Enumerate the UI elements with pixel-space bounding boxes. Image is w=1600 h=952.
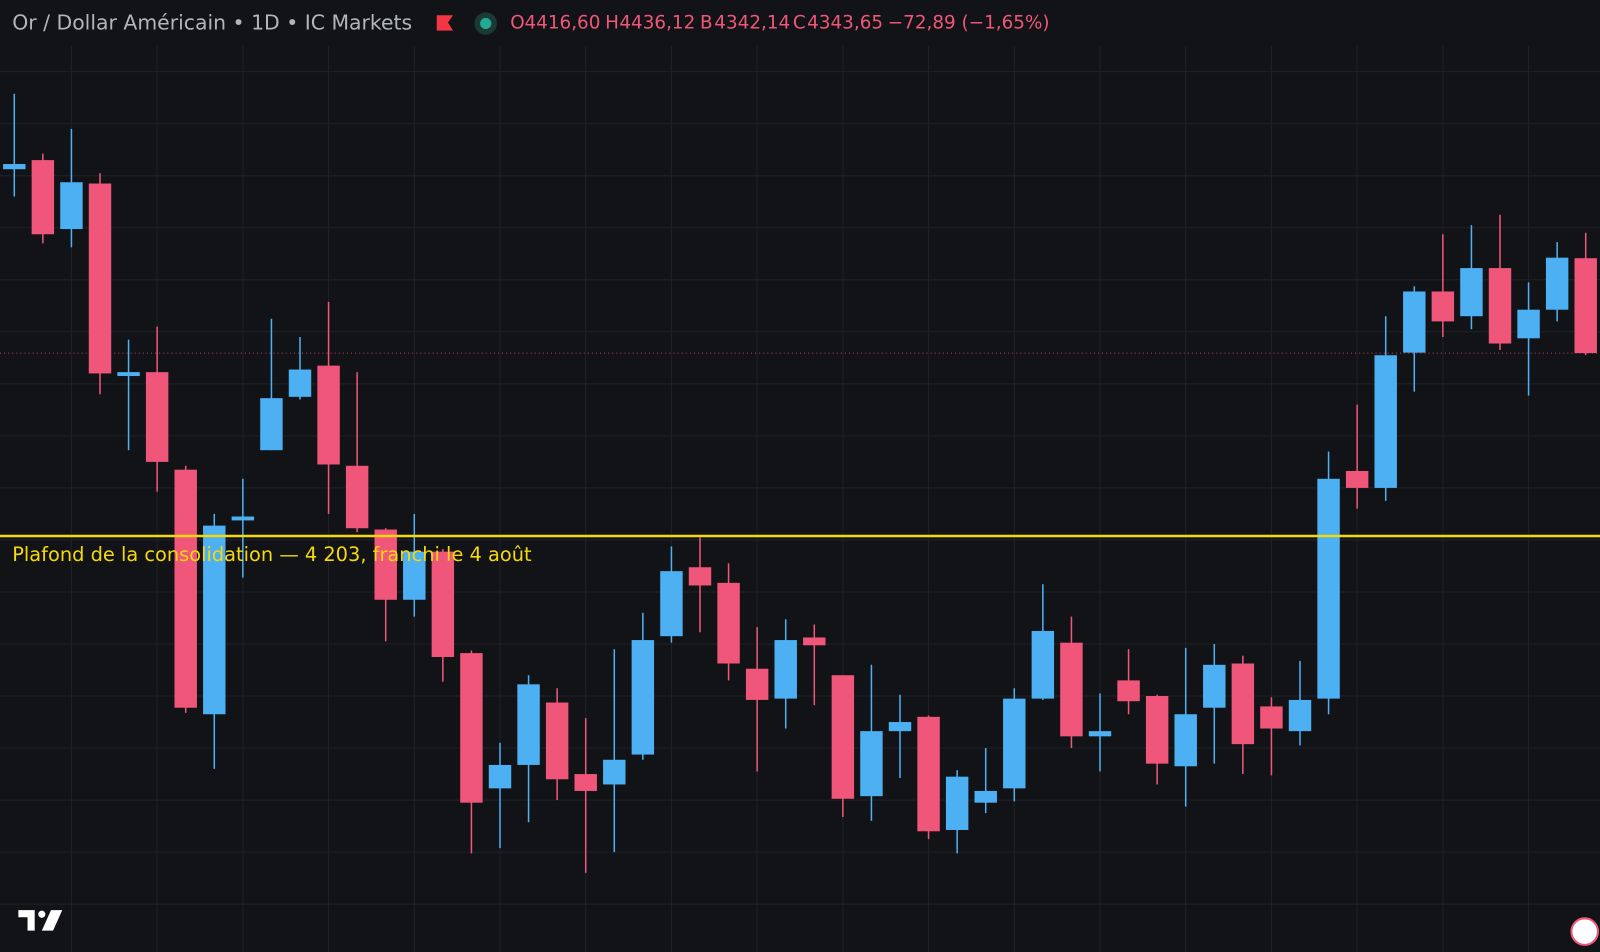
ohlc-label: O [510,12,524,33]
candle-body [1374,355,1397,488]
ohlc-value: 4343,65 [807,12,883,33]
grid [0,45,1600,952]
candle-body [88,183,112,374]
candle-body [631,640,655,755]
candle-body [803,637,826,646]
candle-body [660,571,683,637]
candle-body [1260,706,1283,729]
candle-body [545,702,569,780]
candle-body [345,465,369,529]
candle-body [1060,642,1083,737]
candle-body [260,398,283,451]
flag-icon [436,15,454,31]
candle-body [860,731,883,797]
candles [0,93,1600,873]
status-dot [480,17,492,30]
candle-body [288,369,312,397]
overlay: Or / Dollar Américain • 1D • IC Markets … [0,10,1600,946]
candle-body [1174,714,1197,767]
ohlc-value: 4416,60 [524,12,600,33]
candle-body [1088,731,1112,737]
candle-body [1231,663,1255,745]
candle-body [1403,291,1426,353]
candle-body [231,516,255,521]
candle-body [774,640,797,699]
candle-body [974,790,997,803]
candle-body [1460,268,1483,317]
symbol-title: Or / Dollar Américain • 1D • IC Markets [12,10,412,34]
candle-body [517,684,540,765]
ohlc-value: 4436,12 [619,12,695,33]
candle-body [831,675,855,799]
flag-badge [1570,917,1599,946]
candle-body [3,164,26,170]
logo [18,910,63,931]
change: −72,89 (−1,65%) [888,12,1050,33]
level-label: Plafond de la consolidation — 4 203, fra… [12,543,532,566]
candle-body [317,365,340,465]
candle-body [460,653,483,803]
candle-body [1317,478,1340,699]
candle-body [174,469,197,708]
candle-body [1288,699,1312,732]
candle-body [888,722,912,732]
ohlc-label: B [700,12,713,33]
candle-body [431,551,455,657]
candle-body [1203,664,1226,708]
candle-body [945,776,969,830]
ohlc-value: 4342,14 [714,12,790,33]
candle-body [917,716,940,832]
candle-body [717,582,740,664]
candle-body [488,764,512,789]
ohlc-label: H [605,12,619,33]
candle-body [603,759,626,785]
candle-body [1117,680,1140,702]
candle-body [117,372,140,377]
candle-body [403,551,426,600]
candle-body [1345,470,1369,488]
candle-body [688,567,712,586]
candle-body [60,182,83,230]
candle-body [1488,268,1512,344]
candle-body [1574,258,1597,354]
candle-body [1431,291,1455,322]
candle-body [1003,698,1026,789]
candle-body [574,774,597,791]
candle-body [203,525,226,715]
ohlc-label: C [793,12,806,33]
candle-body [1031,630,1055,699]
candle-body [1545,257,1569,310]
candle-body [745,668,769,700]
candle-body [1145,696,1169,764]
candle-body [31,160,55,235]
candle-body [1517,309,1540,339]
candle-body [145,372,169,462]
candle-body [374,529,397,600]
